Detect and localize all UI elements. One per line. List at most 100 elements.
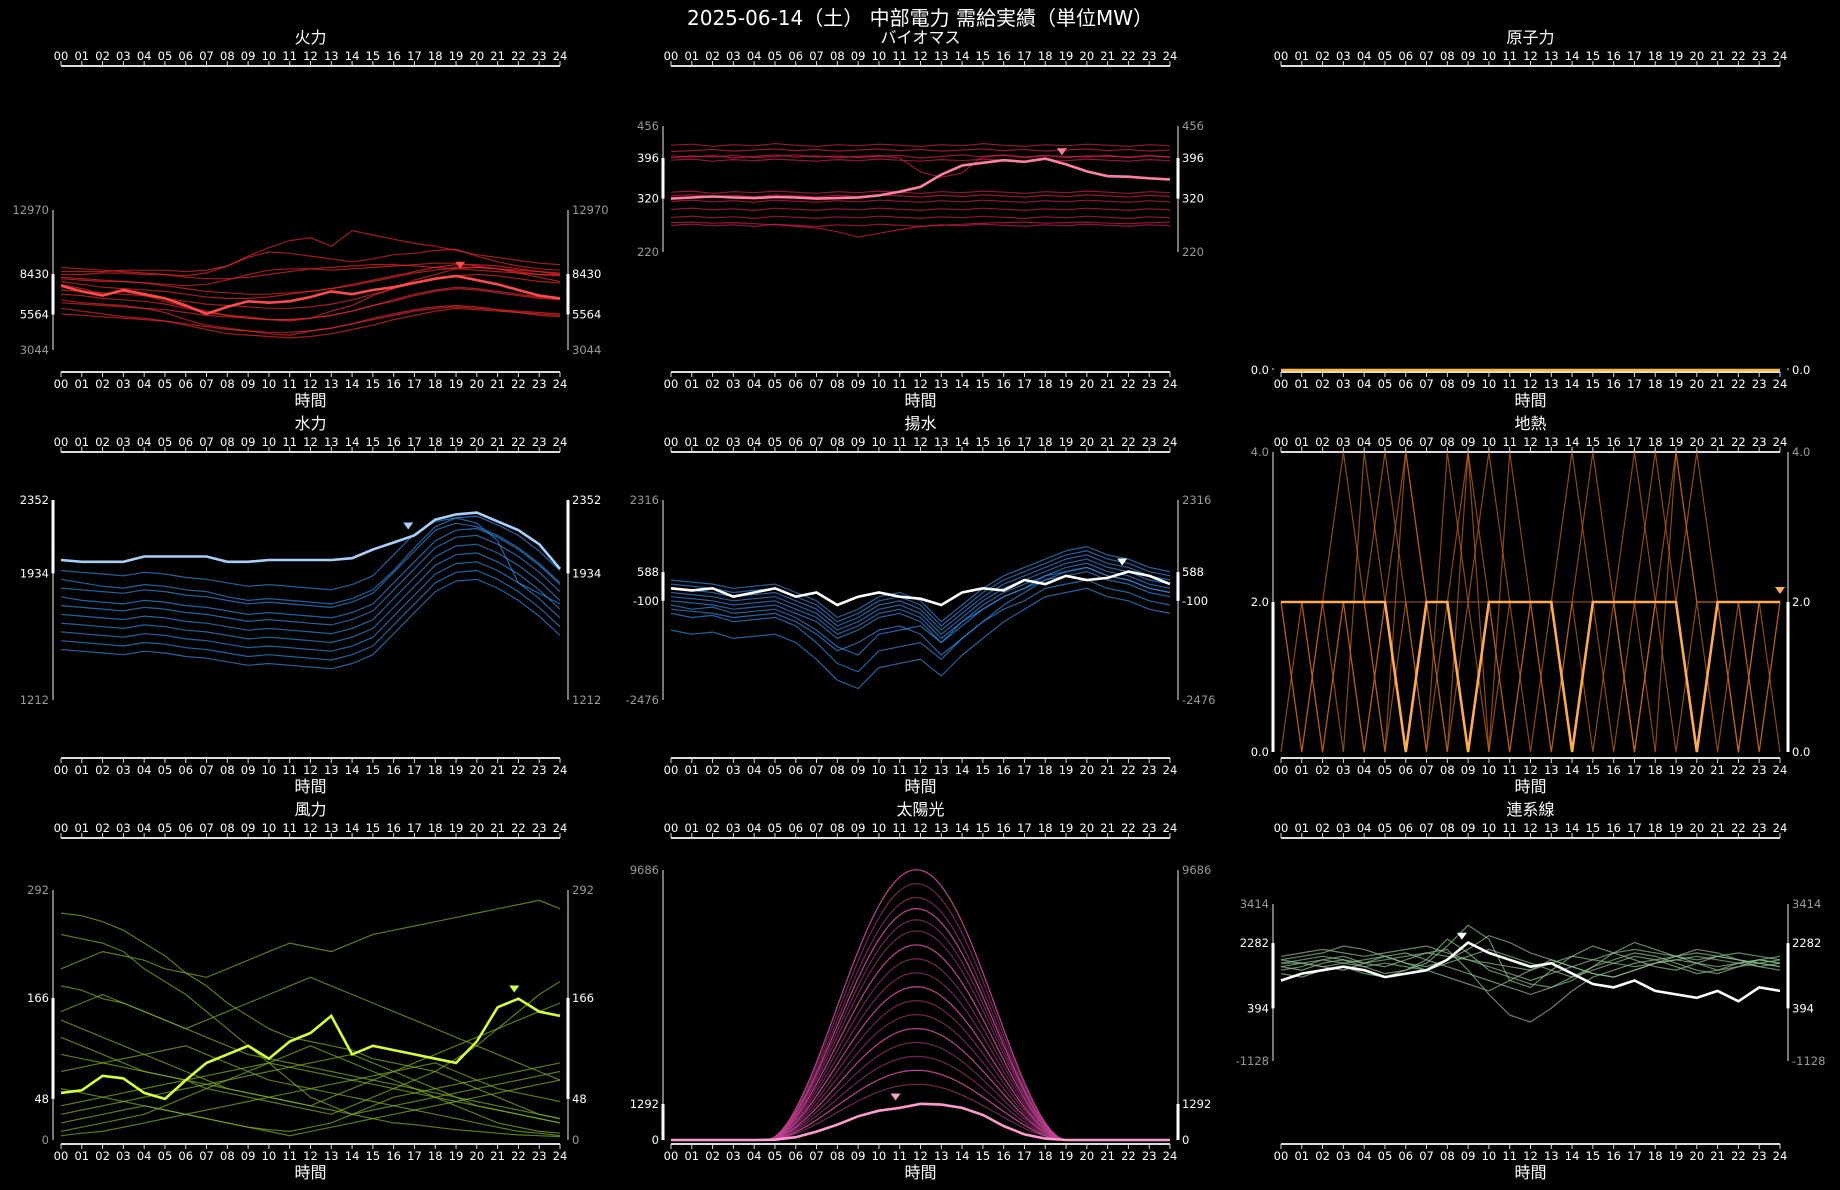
x-tick-label: 15	[976, 1149, 991, 1163]
x-tick-label: 13	[934, 377, 949, 391]
x-tick-label: 02	[1315, 763, 1330, 777]
background-series-line	[60, 569, 561, 661]
x-tick-label: 06	[788, 821, 803, 835]
x-tick-label: 00	[54, 821, 69, 835]
x-tick-label: 14	[345, 49, 360, 63]
x-tick-label: 21	[1100, 377, 1115, 391]
x-tick-label: 20	[1690, 377, 1705, 391]
background-series-line	[670, 566, 1171, 656]
y-tick-label: 394	[1792, 1001, 1814, 1015]
x-tick-label: 05	[768, 821, 783, 835]
x-tick-label: 10	[262, 377, 277, 391]
x-tick-label: 13	[1544, 821, 1559, 835]
x-tick-label: 16	[386, 435, 401, 449]
x-tick-label: 05	[768, 377, 783, 391]
x-tick-label: 22	[511, 821, 526, 835]
y-tick-label: 48	[34, 1092, 49, 1106]
background-series-line	[670, 158, 1171, 162]
x-tick-label: 22	[1121, 763, 1136, 777]
background-series-line	[670, 545, 1171, 623]
background-series-line	[60, 981, 561, 1115]
background-series-line	[60, 527, 561, 619]
y-tick-label: 1934	[20, 566, 49, 580]
x-tick-label: 18	[1038, 763, 1053, 777]
panel-title: バイオマス	[880, 28, 960, 47]
x-tick-label: 02	[705, 377, 720, 391]
background-series-line	[670, 554, 1171, 631]
x-tick-label: 11	[1502, 821, 1517, 835]
highlight-series-line	[670, 157, 1171, 200]
x-tick-label: 19	[1059, 377, 1074, 391]
y-tick-label: 48	[572, 1092, 587, 1106]
x-tick-label: 17	[1627, 435, 1642, 449]
x-tick-label: 24	[1773, 763, 1788, 777]
x-tick-label: 17	[1627, 49, 1642, 63]
x-tick-label: 04	[747, 1149, 762, 1163]
x-tick-label: 07	[199, 763, 214, 777]
x-tick-label: 14	[1565, 1149, 1580, 1163]
x-tick-label: 02	[1315, 1149, 1330, 1163]
background-series-line	[60, 306, 561, 333]
x-tick-label: 10	[872, 821, 887, 835]
x-tick-label: 17	[407, 377, 422, 391]
x-tick-label: 03	[726, 1149, 741, 1163]
x-tick-label: 09	[851, 1149, 866, 1163]
panel-5: 地熱 00 01 02 03 04 05 06 07 08 09 10 11 12 13 14 15 16 17 18…	[1251, 414, 1811, 796]
x-tick-label: 18	[428, 49, 443, 63]
x-tick-label: 09	[851, 49, 866, 63]
background-series-line	[670, 148, 1171, 153]
y-tick-label: 0	[652, 1133, 659, 1147]
background-series-line	[671, 1013, 1170, 1141]
x-tick-label: 05	[158, 435, 173, 449]
highlight-series-line	[60, 274, 561, 316]
x-tick-label: 05	[768, 49, 783, 63]
x-tick-label: 12	[1523, 763, 1538, 777]
x-tick-label: 06	[788, 377, 803, 391]
x-tick-label: 07	[199, 49, 214, 63]
x-tick-label: 05	[1378, 763, 1393, 777]
x-tick-label: 11	[892, 377, 907, 391]
x-tick-label: 21	[490, 763, 505, 777]
x-tick-label: 12	[303, 435, 318, 449]
x-tick-label: 19	[1669, 763, 1684, 777]
x-tick-label: 09	[851, 377, 866, 391]
x-tick-label: 00	[1274, 435, 1289, 449]
x-tick-label: 10	[1482, 821, 1497, 835]
x-tick-label: 03	[726, 49, 741, 63]
x-axis-title: 時間	[904, 1163, 936, 1182]
x-axis-title: 時間	[1514, 777, 1546, 796]
x-tick-label: 09	[241, 435, 256, 449]
x-tick-label: 14	[1565, 435, 1580, 449]
background-series-line	[670, 215, 1171, 220]
x-tick-label: 19	[449, 435, 464, 449]
x-tick-label: 10	[1482, 1149, 1497, 1163]
y-tick-label: 2.0	[1792, 595, 1810, 609]
x-tick-label: 01	[1294, 435, 1309, 449]
x-tick-label: 20	[470, 821, 485, 835]
highlight-series-line	[1281, 600, 1780, 753]
x-tick-label: 07	[809, 821, 824, 835]
x-tick-label: 00	[1274, 763, 1289, 777]
y-tick-label: 0.0	[1251, 745, 1269, 759]
background-series-line	[60, 1087, 561, 1137]
x-tick-label: 02	[1315, 49, 1330, 63]
x-tick-label: 00	[1274, 377, 1289, 391]
background-series-line	[61, 248, 561, 277]
x-tick-label: 21	[1100, 821, 1115, 835]
x-tick-label: 10	[872, 763, 887, 777]
background-series-line	[60, 534, 561, 626]
x-tick-label: 22	[511, 377, 526, 391]
x-axis-title: 時間	[904, 777, 936, 796]
x-axis-title: 時間	[1514, 1163, 1546, 1182]
peak-marker	[890, 1093, 901, 1101]
x-tick-label: 04	[137, 435, 152, 449]
y-tick-label: 166	[27, 991, 49, 1005]
y-tick-label: 588	[1182, 565, 1204, 579]
x-tick-label: 24	[553, 763, 568, 777]
x-tick-label: 20	[1690, 821, 1705, 835]
x-tick-label: 00	[54, 1149, 69, 1163]
y-tick-label: 394	[1247, 1001, 1269, 1015]
x-tick-label: 12	[303, 763, 318, 777]
x-tick-label: 21	[1100, 1149, 1115, 1163]
x-tick-label: 01	[684, 821, 699, 835]
